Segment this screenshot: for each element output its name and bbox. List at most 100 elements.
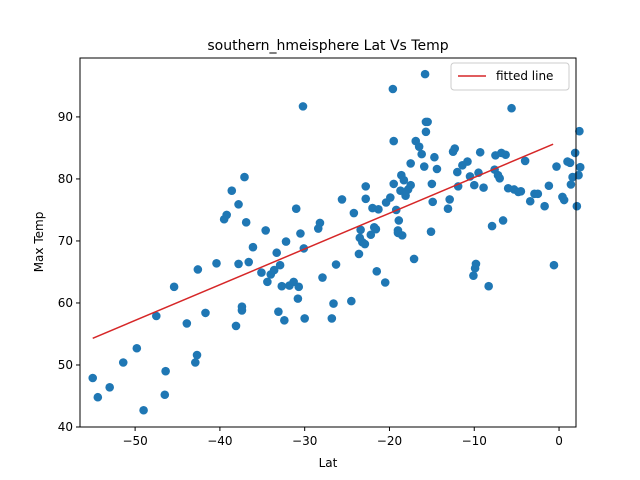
scatter-point xyxy=(426,227,436,236)
scatter-point xyxy=(498,216,508,225)
scatter-point xyxy=(374,205,383,214)
scatter-point xyxy=(227,186,237,196)
scatter-point xyxy=(212,258,221,268)
scatter-point xyxy=(231,321,241,331)
scatter-point xyxy=(453,182,463,191)
y-tick-label: 80 xyxy=(58,172,73,186)
scatter-point xyxy=(201,308,210,318)
scatter-point xyxy=(244,257,254,267)
scatter-point xyxy=(152,311,161,321)
scatter-point xyxy=(417,149,426,159)
scatter-point xyxy=(318,273,327,282)
scatter-point xyxy=(298,102,308,111)
scatter-point xyxy=(566,180,576,189)
scatter-point xyxy=(371,224,381,234)
scatter-point xyxy=(419,162,429,171)
scatter-point xyxy=(475,147,485,157)
scatter-point xyxy=(361,182,371,191)
y-tick-label: 70 xyxy=(58,234,73,248)
scatter-point xyxy=(118,358,128,367)
axes-frame xyxy=(79,57,577,428)
scatter-point xyxy=(471,259,481,269)
y-axis-label: Max Temp xyxy=(32,212,46,273)
scatter-point xyxy=(240,172,249,182)
scatter-point xyxy=(281,237,291,246)
scatter-point xyxy=(406,180,415,190)
x-tick-label: −40 xyxy=(207,434,232,448)
scatter-point xyxy=(354,249,364,259)
scatter-point xyxy=(275,260,285,270)
scatter-point xyxy=(414,142,424,151)
x-tick-label: −30 xyxy=(292,434,317,448)
scatter-point xyxy=(544,181,554,191)
y-tick-label: 40 xyxy=(58,420,73,434)
scatter-point xyxy=(372,267,382,276)
scatter-point xyxy=(389,136,399,146)
scatter-point xyxy=(570,148,580,158)
scatter-point xyxy=(331,260,341,269)
x-tick-label: 0 xyxy=(555,434,563,448)
scatter-point xyxy=(399,175,409,185)
scatter-point xyxy=(397,231,407,240)
scatter-point xyxy=(388,84,398,94)
scatter-point xyxy=(234,200,243,209)
scatter-point xyxy=(394,216,404,225)
scatter-point xyxy=(182,319,192,328)
x-axis-label: Lat xyxy=(319,456,338,470)
scatter-point xyxy=(479,183,488,192)
y-tick-label: 60 xyxy=(58,296,73,310)
scatter-point xyxy=(241,218,251,227)
scatter-point xyxy=(501,150,510,160)
scatter-point xyxy=(463,157,472,166)
scatter-point xyxy=(261,226,270,235)
y-tick-label: 90 xyxy=(58,110,73,124)
plot-area xyxy=(88,69,585,415)
scatter-point xyxy=(366,230,376,240)
scatter-point xyxy=(443,204,453,213)
scatter-point xyxy=(272,248,282,258)
legend-label: fitted line xyxy=(496,69,553,83)
scatter-point xyxy=(294,282,304,292)
scatter-point xyxy=(237,302,247,311)
scatter-point xyxy=(327,314,337,323)
scatter-point xyxy=(525,196,535,206)
scatter-point xyxy=(427,179,437,189)
scatter-point xyxy=(389,179,399,189)
scatter-point xyxy=(386,193,395,202)
scatter-point xyxy=(549,260,559,270)
scatter-point xyxy=(430,152,439,162)
scatter-point xyxy=(469,271,478,280)
scatter-point xyxy=(540,201,549,211)
scatter-point xyxy=(507,103,516,113)
scatter-point xyxy=(428,197,438,207)
scatter-point xyxy=(453,167,462,177)
chart-title: southern_hmeisphere Lat Vs Temp xyxy=(207,38,448,54)
scatter-point xyxy=(552,162,561,171)
scatter-point xyxy=(432,164,442,174)
scatter-point xyxy=(88,373,98,383)
scatter-point xyxy=(516,187,526,196)
scatter-point xyxy=(329,299,338,308)
axes: −50 −40 −30 −20 −10 0 40 50 60 70 80 90 xyxy=(58,57,577,448)
scatter-point xyxy=(296,229,305,238)
x-tick-label: −20 xyxy=(377,434,402,448)
scatter-point xyxy=(139,405,148,415)
scatter-point xyxy=(575,162,585,172)
scatter-point xyxy=(277,281,287,291)
scatter-point xyxy=(445,195,454,204)
scatter-point xyxy=(559,195,569,205)
scatter-point xyxy=(484,281,493,291)
scatter-point xyxy=(222,210,231,220)
scatter-point xyxy=(450,144,460,153)
scatter-point xyxy=(423,117,432,127)
scatter-point xyxy=(192,350,202,360)
scatter-point xyxy=(105,383,114,392)
y-tick-label: 50 xyxy=(58,358,73,372)
scatter-point xyxy=(361,194,371,204)
scatter-point xyxy=(347,296,356,306)
scatter-point xyxy=(315,218,325,228)
legend-box xyxy=(450,62,570,91)
scatter-point xyxy=(406,159,415,168)
scatter-point xyxy=(337,195,347,204)
